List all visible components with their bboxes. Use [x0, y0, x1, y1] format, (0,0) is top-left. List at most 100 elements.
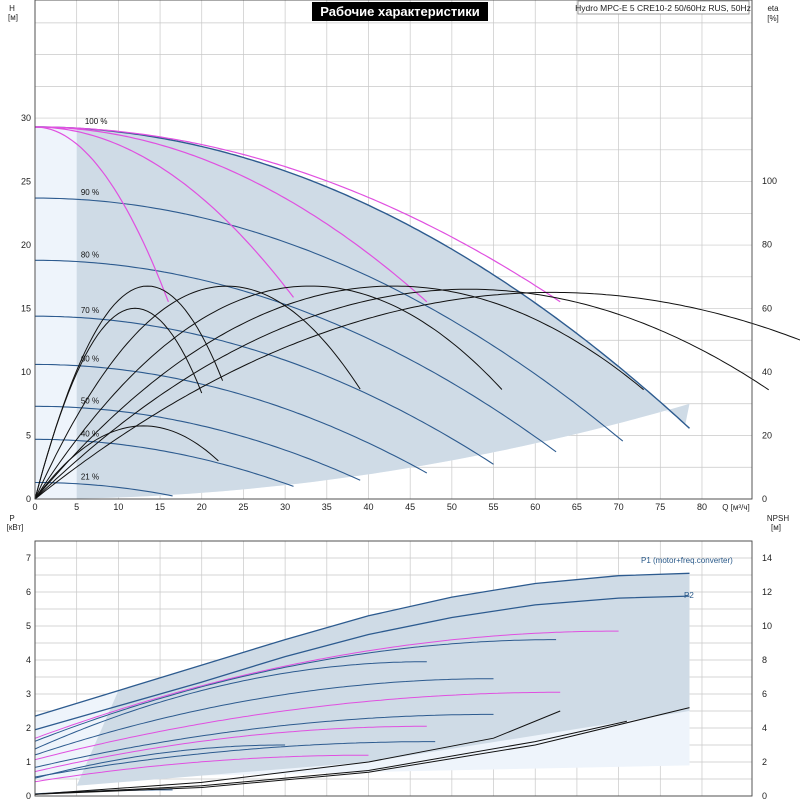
- speed-label: 90 %: [81, 188, 99, 197]
- h-tick-label: 15: [21, 304, 31, 314]
- speed-curve: [35, 481, 173, 497]
- h-axis-label: H: [9, 4, 15, 13]
- npsh-tick-label: 14: [762, 553, 772, 563]
- power-series-line: [34, 595, 690, 731]
- x-tick-label: 65: [572, 502, 582, 512]
- eta-tick-label: 40: [762, 367, 772, 377]
- top-plot-border: [34, 0, 753, 500]
- x-tick-label: 75: [655, 502, 665, 512]
- power-curve: [34, 744, 286, 779]
- x-tick-label: 55: [489, 502, 499, 512]
- p-axis-label: P: [9, 514, 14, 523]
- eta-tick-label: 0: [762, 494, 767, 504]
- x-tick-label: 25: [238, 502, 248, 512]
- npsh-curve: [34, 720, 628, 795]
- npsh-axis-label: NPSH: [767, 514, 789, 523]
- p-tick-label: 6: [26, 587, 31, 597]
- speed-label: 60 %: [81, 354, 99, 363]
- x-tick-label: 30: [280, 502, 290, 512]
- npsh-curve: [34, 710, 561, 795]
- title-box: [312, 2, 488, 21]
- top-operating-envelope: [35, 127, 690, 499]
- x-tick-label: 35: [322, 502, 332, 512]
- npsh-tick-label: 10: [762, 621, 772, 631]
- single-pump-curve: [35, 126, 561, 303]
- speed-curve: [35, 315, 494, 465]
- h-tick-label: 30: [21, 113, 31, 123]
- x-tick-label: 20: [197, 502, 207, 512]
- h-tick-label: 0: [26, 494, 31, 504]
- power-curve: [34, 630, 619, 739]
- bottom-plot-border: [34, 540, 753, 797]
- speed-label: 50 %: [81, 396, 99, 405]
- dark-power-envelope: [76, 573, 690, 786]
- h-tick-label: 25: [21, 177, 31, 187]
- eta-axis-label: eta: [767, 4, 779, 13]
- eta-curve: [34, 425, 219, 500]
- eta-curve: [34, 285, 503, 500]
- model-label: Hydro MPC-E 5 CRE10-2 50/60Hz RUS, 50Hz: [575, 3, 751, 13]
- x-tick-label: 40: [363, 502, 373, 512]
- p1-series-label: P1 (motor+freq.converter): [641, 556, 733, 565]
- eta-tick-label: 20: [762, 430, 772, 440]
- power-curve: [34, 691, 561, 761]
- speed-curve: [35, 126, 690, 429]
- speed-curve: [35, 197, 624, 442]
- npsh-tick-label: 2: [762, 757, 767, 767]
- power-curve: [34, 661, 427, 750]
- x-tick-label: 5: [74, 502, 79, 512]
- top-ticks: 0 5 10 15 20 25 30 35 40 45 50 55 60 65 70 75 80 0 5 10 15 20…: [21, 113, 777, 512]
- eta-curve: [34, 285, 644, 500]
- speed-curve: [35, 405, 361, 481]
- npsh-axis-unit: [м]: [771, 523, 781, 532]
- p-tick-label: 4: [26, 655, 31, 665]
- h-axis-unit: [м]: [8, 13, 18, 22]
- power-curve: [34, 741, 436, 778]
- h-tick-label: 10: [21, 367, 31, 377]
- p2-series-label: P2: [684, 591, 694, 600]
- power-curve: [34, 678, 494, 756]
- speed-label: 21 %: [81, 472, 99, 481]
- eta-axis-unit: [%]: [767, 14, 779, 23]
- top-curves: [34, 126, 800, 500]
- power-series-line: [34, 572, 690, 717]
- p-tick-label: 3: [26, 689, 31, 699]
- power-curve: [34, 639, 557, 742]
- p-tick-label: 0: [26, 791, 31, 800]
- single-pump-curve: [34, 126, 169, 303]
- x-tick-label: 60: [530, 502, 540, 512]
- chart-title: Рабочие характеристики: [320, 4, 480, 19]
- npsh-tick-label: 8: [762, 655, 767, 665]
- npsh-tick-label: 0: [762, 791, 767, 800]
- npsh-tick-label: 12: [762, 587, 772, 597]
- npsh-curve: [34, 707, 690, 795]
- x-tick-label: 10: [113, 502, 123, 512]
- bottom-frame: [34, 540, 753, 797]
- p-tick-label: 1: [26, 757, 31, 767]
- eta-tick-label: 80: [762, 240, 772, 250]
- p-tick-label: 2: [26, 723, 31, 733]
- top-frame: [34, 0, 753, 500]
- speed-label: 100 %: [85, 117, 108, 126]
- speed-labels: 100 % 90 % 80 % 70 % 60 % 50 % 40 % 21 %: [81, 117, 108, 482]
- speed-label: 70 %: [81, 306, 99, 315]
- speed-curve: [35, 363, 428, 474]
- eta-curve: [34, 288, 769, 500]
- eta-curve: [34, 285, 361, 500]
- h-tick-label: 20: [21, 240, 31, 250]
- x-tick-label: 15: [155, 502, 165, 512]
- speed-label: 80 %: [81, 250, 99, 259]
- x-tick-label: 50: [447, 502, 457, 512]
- speed-curve: [35, 259, 557, 453]
- x-tick-label: 45: [405, 502, 415, 512]
- x-tick-label: 70: [614, 502, 624, 512]
- q-axis-label: Q [м³/ч]: [722, 503, 749, 512]
- eta-tick-label: 100: [762, 176, 777, 186]
- speed-curve: [35, 438, 294, 487]
- model-box: [577, 0, 750, 15]
- npsh-tick-label: 6: [762, 689, 767, 699]
- eta-curve: [34, 291, 800, 500]
